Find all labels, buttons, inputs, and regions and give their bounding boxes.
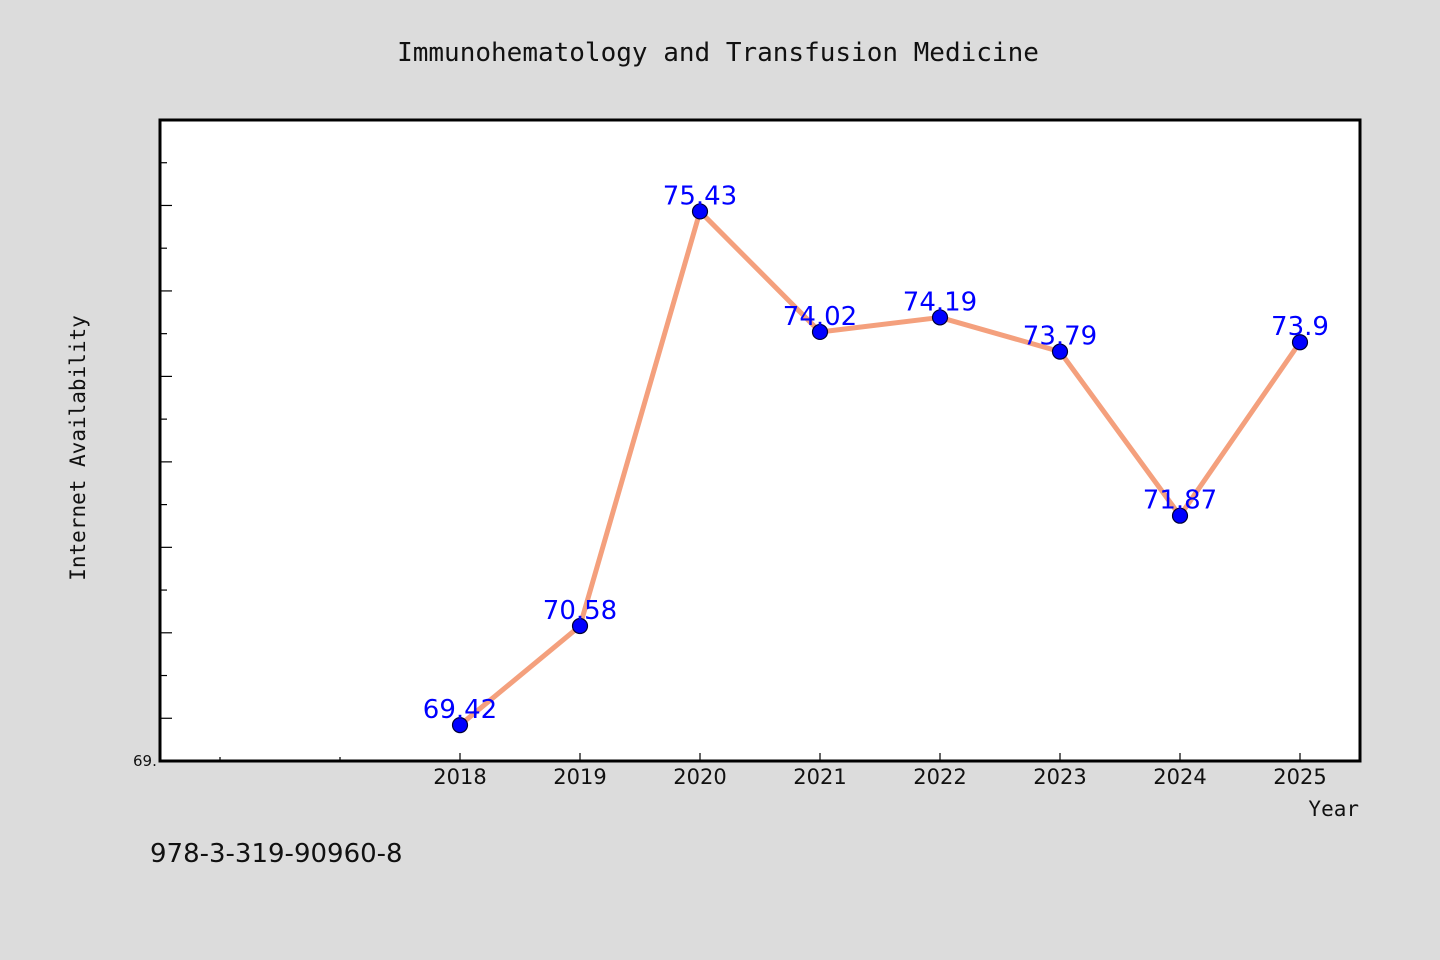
x-tick-label-2023: 2023 [1033, 765, 1086, 789]
data-point-2025 [1291, 334, 1309, 351]
y-tick-label-69: 69. [133, 752, 157, 770]
series-line-group [457, 208, 1303, 728]
data-point-2019 [571, 617, 589, 635]
data-label-2020: 75.43 [663, 181, 737, 211]
data-label-2022: 74.19 [903, 287, 977, 317]
data-point-2022 [931, 309, 949, 326]
x-tick-label-2019: 2019 [553, 765, 606, 789]
y-axis-label: Internet Availability [66, 315, 90, 581]
x-axis-ticks: 2018 2019 2020 2021 2022 2023 2024 2025 [433, 753, 1327, 789]
plot-area [158, 118, 1362, 763]
data-point-2021 [811, 323, 829, 341]
x-tick-label-2018: 2018 [433, 765, 486, 789]
minor-x-ticks [219, 757, 341, 761]
x-tick-label-2024: 2024 [1153, 765, 1206, 789]
data-point-2020 [691, 203, 709, 220]
data-label-2021: 74.02 [783, 302, 857, 332]
x-axis-label: Year [1308, 797, 1359, 821]
y-axis-ticks [160, 119, 172, 762]
data-point-2023 [1051, 343, 1069, 360]
data-point-2024 [1171, 507, 1189, 524]
series-line [457, 208, 1303, 728]
data-label-2019: 70.58 [543, 596, 617, 626]
data-label-2025: 73.9 [1271, 312, 1329, 342]
data-label-2024: 71.87 [1143, 486, 1217, 516]
isbn-text: 978-3-319-90960-8 [150, 839, 403, 869]
data-point-2018 [451, 717, 469, 734]
series-points [451, 203, 1309, 734]
chart-title: Immunohematology and Transfusion Medicin… [397, 38, 1039, 68]
x-tick-label-2020: 2020 [673, 765, 726, 789]
data-label-2023: 73.79 [1023, 322, 1097, 352]
data-labels: 69.42 70.58 75.43 74.02 74.19 73.79 71.87 73.9 [423, 181, 1329, 725]
data-label-2018: 69.42 [423, 695, 497, 725]
x-tick-label-2021: 2021 [793, 765, 846, 789]
x-tick-label-2022: 2022 [913, 765, 966, 789]
x-tick-label-2025: 2025 [1273, 765, 1326, 789]
